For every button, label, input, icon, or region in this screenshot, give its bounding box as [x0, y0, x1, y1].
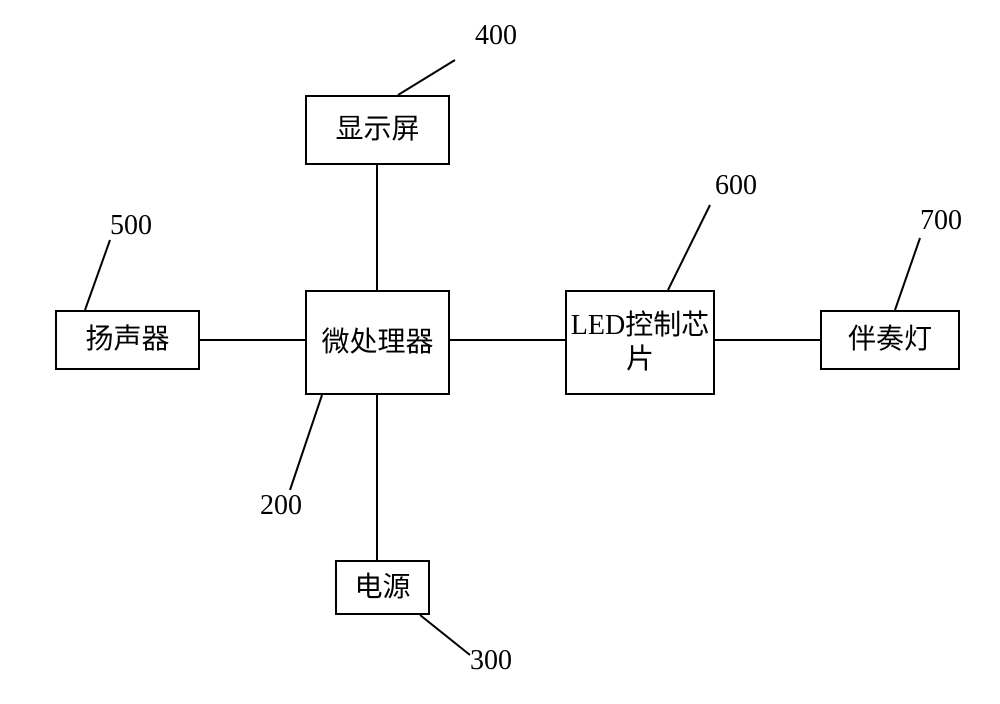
ref-label-700: 700: [920, 205, 962, 237]
node-power-supply: 电源: [335, 560, 430, 615]
node-speaker: 扬声器: [55, 310, 200, 370]
ref-label-600: 600: [715, 170, 757, 202]
node-lamp-text: 伴奏灯: [848, 323, 932, 357]
diagram-canvas: 显示屏 扬声器 微处理器 LED控制芯片 伴奏灯 电源 400 500 600 …: [0, 0, 1000, 704]
node-power-text: 电源: [354, 571, 410, 605]
node-accompaniment-lamp: 伴奏灯: [820, 310, 960, 370]
ref-label-500: 500: [110, 210, 152, 242]
node-display-screen: 显示屏: [305, 95, 450, 165]
node-led-control-chip: LED控制芯片: [565, 290, 715, 395]
node-ledctrl-text: LED控制芯片: [570, 309, 710, 376]
node-speaker-text: 扬声器: [85, 323, 169, 357]
ref-label-200: 200: [260, 490, 302, 522]
node-microprocessor: 微处理器: [305, 290, 450, 395]
node-mcu-text: 微处理器: [321, 326, 433, 360]
node-display-text: 显示屏: [335, 113, 419, 147]
ref-label-300: 300: [470, 645, 512, 677]
ref-label-400: 400: [475, 20, 517, 52]
